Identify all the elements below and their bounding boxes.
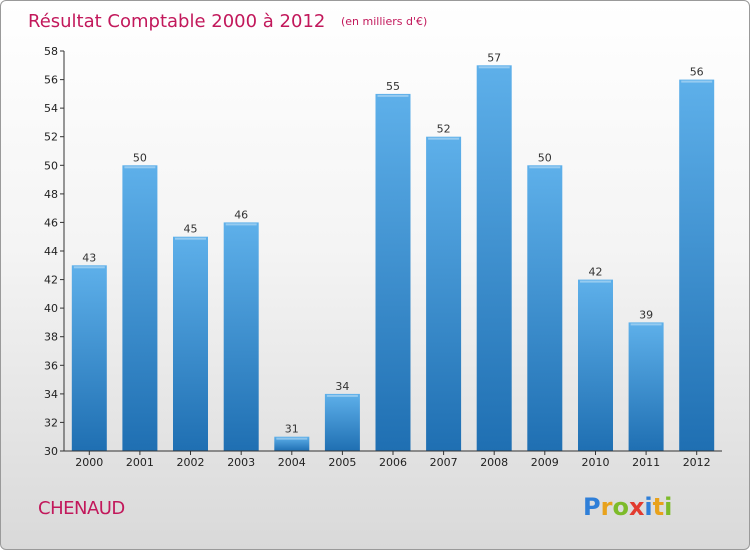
bar-2002 xyxy=(173,236,208,451)
bar-highlight-2004 xyxy=(276,437,308,440)
x-tick-label-2012: 2012 xyxy=(683,456,711,469)
bar-2011 xyxy=(628,322,664,451)
bar-2003 xyxy=(223,222,259,451)
y-tick-label-52: 52 xyxy=(44,131,58,144)
bar-highlight-2002 xyxy=(175,237,206,240)
x-tick-label-2009: 2009 xyxy=(531,456,559,469)
value-label-2002: 45 xyxy=(184,223,198,236)
x-tick-label-2011: 2011 xyxy=(632,456,660,469)
x-tick-label-2007: 2007 xyxy=(430,456,458,469)
chart-title: Résultat Comptable 2000 à 2012 xyxy=(28,11,325,32)
bar-highlight-2005 xyxy=(326,394,358,397)
y-tick-label-48: 48 xyxy=(44,188,58,201)
bars-layer: 43 50 45 46 31 34 55 52 57 50 42 39 56 xyxy=(71,51,715,452)
y-tick-label-32: 32 xyxy=(44,416,58,429)
bar-2012 xyxy=(679,79,715,451)
bar-highlight-2008 xyxy=(478,66,510,69)
y-tick-label-40: 40 xyxy=(44,302,58,315)
y-tick-label-56: 56 xyxy=(44,74,58,87)
x-tick-label-2005: 2005 xyxy=(328,456,356,469)
value-label-2006: 55 xyxy=(386,80,400,93)
logo-letter-6: i xyxy=(664,493,672,521)
bar-highlight-2009 xyxy=(529,166,561,169)
y-tick-label-34: 34 xyxy=(44,388,58,401)
logo-letter-2: o xyxy=(612,493,629,521)
bar-2005 xyxy=(324,393,360,451)
x-tick-label-2004: 2004 xyxy=(278,456,306,469)
value-label-2001: 50 xyxy=(133,151,147,164)
logo-letter-4: i xyxy=(644,493,652,521)
bar-2004 xyxy=(274,436,310,451)
proxiti-logo: Proxiti xyxy=(583,493,672,521)
value-label-2011: 39 xyxy=(639,308,653,321)
commune-name: CHENAUD xyxy=(38,498,125,519)
y-tick-label-38: 38 xyxy=(44,331,58,344)
bar-2000 xyxy=(71,265,107,451)
x-tick-label-2008: 2008 xyxy=(480,456,508,469)
chart-subtitle: (en milliers d'€) xyxy=(341,15,427,28)
value-label-2008: 57 xyxy=(487,51,501,64)
y-tick-label-30: 30 xyxy=(44,445,58,458)
y-tick-label-36: 36 xyxy=(44,359,58,372)
y-tick-label-46: 46 xyxy=(44,216,58,229)
bar-highlight-2003 xyxy=(225,223,257,226)
axis-layer: 2000 2001 2002 2003 2004 2005 2006 2007 2008 2009… xyxy=(44,45,722,469)
x-tick-label-2001: 2001 xyxy=(126,456,154,469)
x-tick-label-2010: 2010 xyxy=(582,456,610,469)
value-label-2003: 46 xyxy=(234,208,248,221)
value-label-2012: 56 xyxy=(690,66,704,79)
bar-2009 xyxy=(527,165,563,452)
logo-letter-0: P xyxy=(583,493,601,521)
bar-2010 xyxy=(578,279,613,451)
y-tick-label-54: 54 xyxy=(44,102,58,115)
value-label-2007: 52 xyxy=(437,123,451,136)
bar-highlight-2012 xyxy=(681,80,713,83)
logo-letter-1: r xyxy=(601,493,613,521)
x-tick-label-2000: 2000 xyxy=(75,456,103,469)
value-label-2004: 31 xyxy=(285,423,299,436)
logo-letter-5: t xyxy=(653,493,664,521)
y-tick-label-50: 50 xyxy=(44,159,58,172)
y-tick-label-58: 58 xyxy=(44,45,58,58)
value-label-2009: 50 xyxy=(538,151,552,164)
value-label-2000: 43 xyxy=(82,251,96,264)
x-tick-label-2003: 2003 xyxy=(227,456,255,469)
bar-highlight-2001 xyxy=(124,166,156,169)
x-tick-label-2006: 2006 xyxy=(379,456,407,469)
bar-highlight-2011 xyxy=(630,323,662,326)
bar-highlight-2010 xyxy=(580,280,611,283)
bar-2001 xyxy=(122,165,158,452)
bar-2006 xyxy=(375,93,411,452)
bar-2008 xyxy=(476,65,512,452)
value-label-2010: 42 xyxy=(589,266,603,279)
bar-highlight-2006 xyxy=(377,94,409,97)
value-label-2005: 34 xyxy=(335,380,349,393)
bar-highlight-2007 xyxy=(428,137,460,140)
x-tick-label-2002: 2002 xyxy=(177,456,205,469)
y-tick-label-42: 42 xyxy=(44,274,58,287)
logo-letter-3: x xyxy=(629,493,645,521)
y-tick-label-44: 44 xyxy=(44,245,58,258)
bar-2007 xyxy=(426,136,462,451)
bar-highlight-2000 xyxy=(73,266,105,269)
